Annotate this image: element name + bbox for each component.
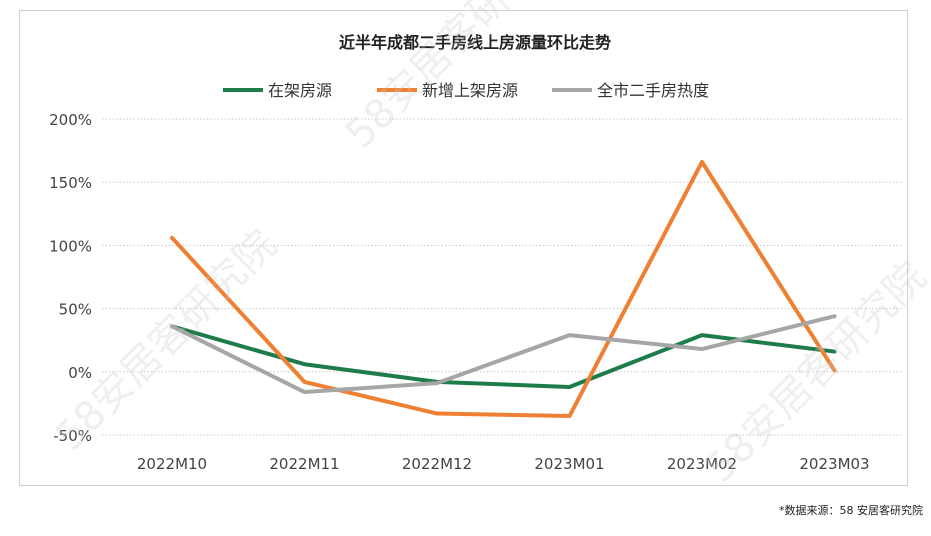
y-tick-label: 0% [68,364,92,382]
chart-title: 近半年成都二手房线上房源量环比走势 [339,33,611,52]
x-tick-label: 2023M02 [667,455,737,473]
legend-label: 全市二手房热度 [597,81,709,100]
series-line [170,314,837,395]
y-tick-label: 200% [49,111,92,129]
legend-label: 在架房源 [268,81,332,100]
legend-label: 新增上架房源 [422,81,518,100]
x-tick-label: 2023M03 [799,455,869,473]
y-tick-label: 100% [49,237,92,255]
x-tick-label: 2023M01 [534,455,604,473]
x-tick-label: 2022M11 [269,455,339,473]
series-lines [170,159,837,419]
y-tick-label: 150% [49,174,92,192]
y-tick-label: -50% [53,427,92,445]
gridlines [102,118,903,436]
series-line [170,159,837,419]
legend: 在架房源 新增上架房源 全市二手房热度 [223,81,709,100]
source-note: *数据来源：58 安居客研究院 [779,504,923,517]
y-tick-label: 50% [59,301,92,319]
x-tick-label: 2022M12 [402,455,472,473]
x-tick-label: 2022M10 [137,455,207,473]
line-chart: 近半年成都二手房线上房源量环比走势 在架房源 新增上架房源 全市二手房热度 -50%… [49,33,903,473]
series-line [170,324,837,389]
chart-frame: 近半年成都二手房线上房源量环比走势 在架房源 新增上架房源 全市二手房热度 -50%… [19,10,908,486]
x-axis: 2022M10 2022M11 2022M12 2023M01 2023M02 2023M… [137,455,870,473]
y-axis: -50% 0% 50% 100% 150% 200% [49,111,92,445]
